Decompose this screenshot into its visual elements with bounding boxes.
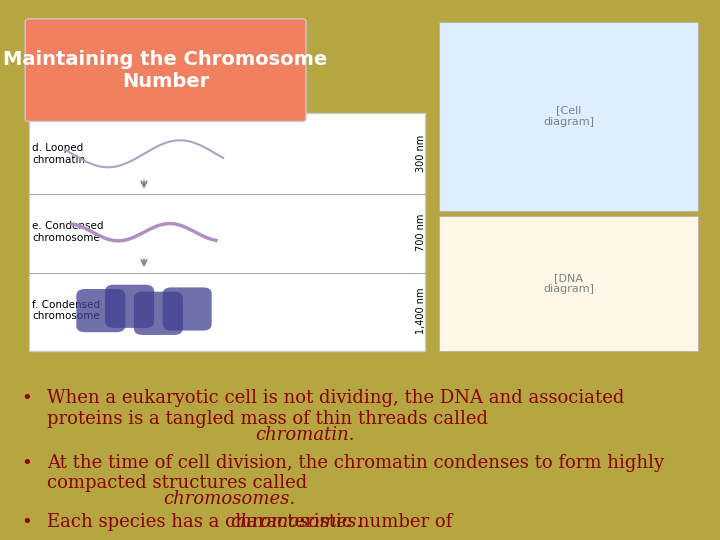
Text: chromatin.: chromatin. [256,426,355,443]
Text: chromosomes.: chromosomes. [163,490,296,508]
Text: e. Condensed
chromosome: e. Condensed chromosome [32,221,104,243]
Bar [439,216,698,351]
FancyBboxPatch shape [105,285,154,328]
FancyBboxPatch shape [25,19,306,122]
FancyBboxPatch shape [163,287,212,330]
Text: 300 nm: 300 nm [416,135,426,172]
Bar [29,113,425,351]
Text: When a eukaryotic cell is not dividing, the DNA and associated
proteins is a tan: When a eukaryotic cell is not dividing, … [47,389,624,428]
Text: [DNA
diagram]: [DNA diagram] [544,273,594,294]
Text: chromosomes.: chromosomes. [230,513,363,531]
Text: Each species has a characteristic number of: Each species has a characteristic number… [47,513,458,531]
Text: •: • [22,513,32,531]
Bar [439,22,698,211]
Text: •: • [22,454,32,471]
Text: 1,400 nm: 1,400 nm [416,287,426,334]
FancyBboxPatch shape [76,289,125,332]
Text: d. Looped
chromatin: d. Looped chromatin [32,143,86,165]
Text: •: • [22,389,32,407]
FancyBboxPatch shape [134,292,183,335]
Text: f. Condensed
chromosome: f. Condensed chromosome [32,300,101,321]
Text: 700 nm: 700 nm [416,213,426,251]
Text: [Cell
diagram]: [Cell diagram] [544,105,594,127]
Text: Maintaining the Chromosome
Number: Maintaining the Chromosome Number [4,50,328,91]
Text: At the time of cell division, the chromatin condenses to form highly
compacted s: At the time of cell division, the chroma… [47,454,664,492]
